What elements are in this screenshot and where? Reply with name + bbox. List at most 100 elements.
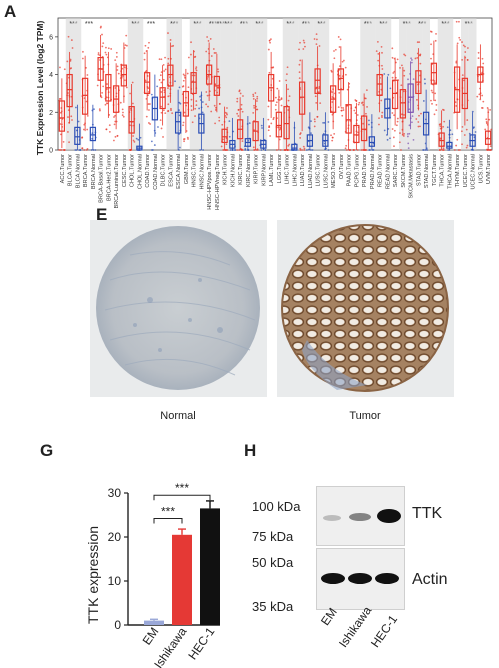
x-tick-label: READ.Tumor xyxy=(378,154,384,187)
data-point xyxy=(133,141,136,143)
data-point xyxy=(167,103,170,106)
data-point xyxy=(101,91,104,94)
data-point xyxy=(252,146,255,149)
data-point xyxy=(206,94,209,97)
g-y-tick-label: 10 xyxy=(108,574,122,588)
panel-g-ylabel: TTK expression xyxy=(85,526,101,624)
data-point xyxy=(236,149,239,151)
data-point xyxy=(438,123,441,126)
data-point xyxy=(239,92,242,95)
data-point xyxy=(398,141,401,144)
data-point xyxy=(435,33,437,35)
data-point xyxy=(163,70,166,72)
data-point xyxy=(381,114,383,117)
data-point xyxy=(172,44,175,47)
data-point xyxy=(361,101,364,104)
data-point xyxy=(102,42,105,45)
data-point xyxy=(434,81,436,84)
g-y-tick-label: 30 xyxy=(108,486,122,500)
data-point xyxy=(287,144,290,147)
box xyxy=(291,143,298,151)
data-point xyxy=(362,122,365,125)
data-point xyxy=(342,109,345,111)
data-point xyxy=(83,123,86,126)
data-point xyxy=(406,135,409,138)
data-point xyxy=(270,38,272,41)
data-point xyxy=(368,119,370,122)
data-point xyxy=(396,117,399,120)
lane-label-hec1: HEC-1 xyxy=(368,612,401,651)
data-point xyxy=(213,104,216,107)
data-point xyxy=(104,51,107,54)
data-point xyxy=(114,59,117,62)
data-point xyxy=(236,100,239,103)
group-shade xyxy=(73,18,82,150)
group-shade xyxy=(437,18,446,150)
data-point xyxy=(278,128,281,131)
box xyxy=(283,106,290,140)
data-point xyxy=(442,125,445,128)
panel-a-ylabel: TTK Expression Level (log2 TPM) xyxy=(35,21,45,156)
data-point xyxy=(217,70,220,73)
data-point xyxy=(471,110,474,113)
data-point xyxy=(490,128,493,131)
data-point xyxy=(201,111,204,114)
data-point xyxy=(316,115,319,118)
data-point xyxy=(68,141,70,144)
data-point xyxy=(318,87,320,90)
data-point xyxy=(442,109,445,111)
data-point xyxy=(191,121,194,124)
panel-g-significance: ****** xyxy=(153,481,211,524)
data-point xyxy=(411,121,413,124)
data-point xyxy=(434,39,437,42)
data-point xyxy=(274,104,277,106)
data-point xyxy=(99,109,101,112)
data-point xyxy=(485,118,488,121)
x-tick-label: CHOL.Normal xyxy=(137,154,143,189)
data-point xyxy=(330,134,332,137)
box xyxy=(314,68,321,95)
data-point xyxy=(360,149,363,151)
data-point xyxy=(226,113,228,116)
data-point xyxy=(416,56,419,59)
x-tick-label: LUAD.Normal xyxy=(308,154,314,189)
bar-em xyxy=(144,620,164,625)
data-point xyxy=(252,93,255,96)
data-point xyxy=(153,144,156,146)
data-point xyxy=(333,57,336,60)
data-point xyxy=(313,38,316,40)
group-shade xyxy=(174,18,182,150)
box xyxy=(221,128,228,144)
data-point xyxy=(412,138,415,141)
data-point xyxy=(457,149,460,151)
data-point xyxy=(241,110,244,113)
data-point xyxy=(205,50,208,53)
data-point xyxy=(181,85,184,88)
data-point xyxy=(182,124,185,127)
data-point xyxy=(387,128,390,130)
significance-stars: *** xyxy=(85,21,93,28)
data-point xyxy=(430,57,432,60)
data-point xyxy=(434,99,437,102)
data-point xyxy=(482,62,485,65)
data-point xyxy=(443,149,445,151)
x-tick-label: HNSC.Tumor xyxy=(192,154,198,187)
data-point xyxy=(269,41,271,44)
data-point xyxy=(391,56,394,59)
data-point xyxy=(378,117,380,120)
x-tick-label: THYM.Tumor xyxy=(455,154,461,187)
data-point xyxy=(256,108,259,111)
data-point xyxy=(303,149,306,151)
group-shade xyxy=(197,18,206,150)
data-point xyxy=(433,113,436,116)
data-point xyxy=(315,101,318,104)
x-tick-label: KIRC.Normal xyxy=(246,154,252,187)
normal-tissue-image xyxy=(96,226,260,390)
data-point xyxy=(400,84,403,87)
box xyxy=(159,87,166,110)
data-point xyxy=(303,147,306,150)
data-point xyxy=(98,108,101,111)
x-tick-label: LIHC.Tumor xyxy=(285,154,291,184)
data-point xyxy=(459,149,461,151)
normal-tissue-frame xyxy=(90,220,267,397)
